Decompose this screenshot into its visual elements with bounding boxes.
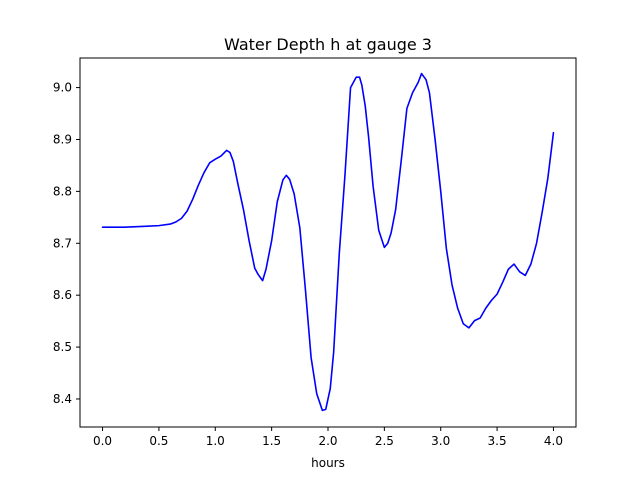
x-tick-label: 1.0 [206, 434, 225, 448]
x-tick-label: 3.5 [488, 434, 507, 448]
x-tick-label: 1.5 [262, 434, 281, 448]
y-tick-label: 8.7 [53, 236, 72, 250]
y-tick-label: 8.4 [53, 392, 72, 406]
series-line-0 [101, 72, 555, 412]
x-tick-label: 2.0 [318, 434, 337, 448]
y-tick-label: 9.0 [53, 81, 72, 95]
y-tick-label: 8.8 [53, 184, 72, 198]
x-tick-label: 0.0 [93, 434, 112, 448]
x-tick-label: 4.0 [544, 434, 563, 448]
x-tick-label: 0.5 [149, 434, 168, 448]
x-axis-label: hours [311, 456, 345, 470]
y-tick-label: 8.6 [53, 288, 72, 302]
x-tick-label: 3.0 [431, 434, 450, 448]
y-tick-label: 8.9 [53, 132, 72, 146]
plot-area: 0.0 0.5 1.0 1.5 2.0 2.5 3.0 3.5 4.0 8.4 8.5 8.6 8.7 8… [53, 57, 577, 448]
chart-title: Water Depth h at gauge 3 [224, 35, 432, 54]
x-tick-label: 2.5 [375, 434, 394, 448]
y-tick-label: 8.5 [53, 340, 72, 354]
